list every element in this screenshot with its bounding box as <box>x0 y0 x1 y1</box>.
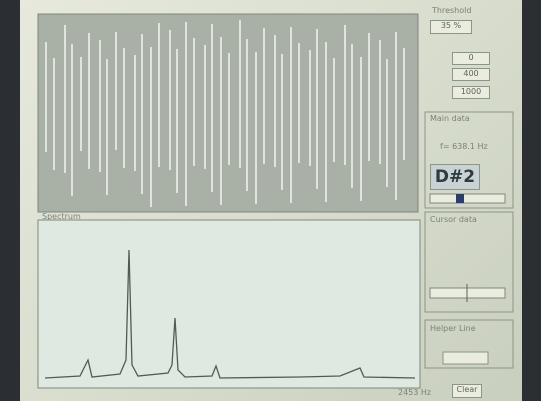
main-data-title: Main data <box>430 114 470 123</box>
helper-panel <box>424 319 514 369</box>
waveform-panel <box>37 13 419 213</box>
range-button[interactable]: 0 <box>452 52 490 65</box>
note-display: D#2 <box>430 164 480 190</box>
cursor-data-title: Cursor data <box>430 215 477 224</box>
spectrum-frequency: 2453 Hz <box>398 388 432 397</box>
helper-input[interactable] <box>442 351 489 365</box>
main-frequency: f= 638.1 Hz <box>440 142 488 151</box>
range-button[interactable]: 400 <box>452 68 490 81</box>
clear-button[interactable]: Clear <box>452 384 482 398</box>
threshold-label: Threshold <box>432 6 472 15</box>
cursor-panel <box>424 211 514 313</box>
spectrum-panel <box>37 219 421 389</box>
threshold-value: 35 % <box>430 20 472 34</box>
helper-line-title: Helper Line <box>430 324 476 333</box>
waveform <box>45 20 405 207</box>
main-panel <box>424 111 514 209</box>
main-slider-thumb <box>456 194 464 203</box>
range-button[interactable]: 1000 <box>452 86 490 99</box>
main-slider[interactable] <box>429 193 506 204</box>
spectrum-title: Spectrum <box>42 212 81 221</box>
spectrum-line <box>44 249 416 379</box>
